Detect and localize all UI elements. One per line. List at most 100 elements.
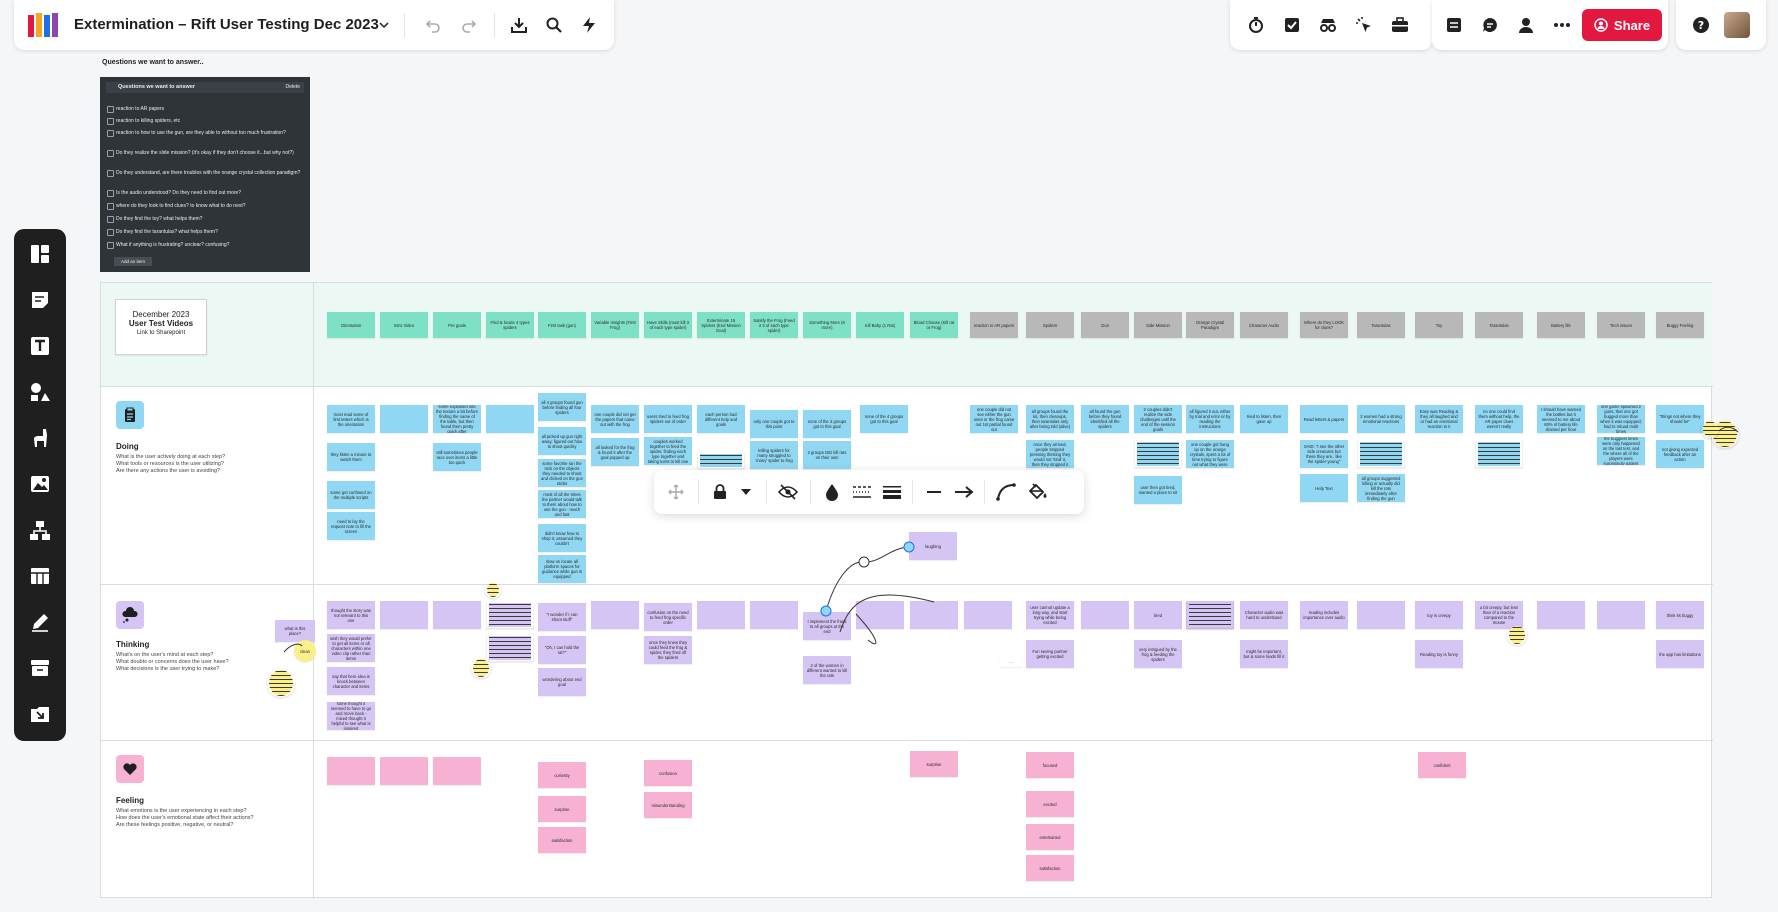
thinking-note[interactable]: clean xyxy=(294,640,316,662)
doing-note[interactable]: each person had different help and goals xyxy=(697,405,745,433)
step-card[interactable]: Battery life xyxy=(1537,312,1585,338)
feeling-note[interactable]: excited xyxy=(1026,791,1074,817)
step-card[interactable]: Toy xyxy=(1415,312,1463,338)
reaction-dot[interactable] xyxy=(1710,419,1740,449)
line-style-icon[interactable] xyxy=(850,480,874,504)
step-card[interactable]: Gun xyxy=(1081,312,1129,338)
step-card[interactable]: Find & locate 4 types spiders xyxy=(486,312,534,338)
thinking-note-blank[interactable] xyxy=(1537,601,1585,629)
thinking-note[interactable]: "Oh, I can hold the rat?" xyxy=(538,636,586,664)
doing-note[interactable]: not giving expected feedback after an ac… xyxy=(1656,440,1704,468)
step-card[interactable]: Tech issues xyxy=(1597,312,1645,338)
thinking-note[interactable]: wondering about end goal xyxy=(538,668,586,696)
doing-note-blank[interactable] xyxy=(486,405,534,433)
checklist-item[interactable]: reaction to AR papers xyxy=(106,106,304,113)
feeling-note[interactable]: confident xyxy=(1418,752,1466,778)
doing-note[interactable]: all 4 groups found gun before finding al… xyxy=(538,393,586,421)
doing-note[interactable]: still sometimes people race over items a… xyxy=(433,443,481,471)
thinking-note-blank[interactable] xyxy=(750,601,798,629)
doing-note-collapsed[interactable] xyxy=(1475,440,1523,468)
user-avatar[interactable] xyxy=(1724,12,1750,38)
feeling-note[interactable]: entertained xyxy=(1026,824,1074,850)
doing-note[interactable]: Read letters & papers xyxy=(1300,405,1348,433)
thinking-note[interactable]: reading includes importance over audio xyxy=(1300,601,1348,629)
feeling-note-blank[interactable] xyxy=(380,757,428,785)
thinking-note[interactable]: Character audio was hard to understand xyxy=(1240,601,1288,629)
board-list-icon[interactable] xyxy=(1442,13,1466,37)
reaction-dot[interactable] xyxy=(1700,419,1720,439)
thinking-note[interactable]: Reading toy is funny xyxy=(1415,640,1463,668)
header-card-link[interactable]: Link to Sharepoint xyxy=(136,330,186,336)
thinking-note[interactable]: a bit creepy, but less than of a reactio… xyxy=(1475,601,1523,629)
checklist-item[interactable]: Do they find the tarantulas? what helps … xyxy=(106,229,304,236)
checklist-delete-button[interactable]: Delete xyxy=(285,84,300,90)
undo-icon[interactable] xyxy=(421,13,445,37)
thinking-note[interactable]: laughing xyxy=(909,532,957,560)
step-card[interactable]: Tarantulas xyxy=(1357,312,1405,338)
archive-icon[interactable] xyxy=(27,655,53,681)
step-card[interactable]: First task (gun) xyxy=(538,312,586,338)
thinking-note-blank[interactable] xyxy=(433,601,481,629)
curved-connector-icon[interactable] xyxy=(994,480,1018,504)
import-icon[interactable] xyxy=(27,701,53,727)
feeling-note[interactable]: satisfaction xyxy=(538,827,586,853)
share-button[interactable]: Share xyxy=(1582,9,1662,41)
lightning-icon[interactable] xyxy=(577,13,601,37)
feeling-note[interactable]: surprise xyxy=(910,751,958,777)
doing-note[interactable]: I should have warned the bottles but it … xyxy=(1537,405,1585,433)
thinking-note[interactable]: 2 of the women in different wanted to ki… xyxy=(803,656,851,684)
thinking-note-collapsed[interactable] xyxy=(1186,601,1234,629)
step-card[interactable]: Tarantulas xyxy=(1475,312,1523,338)
more-options-icon[interactable] xyxy=(1550,13,1574,37)
thinking-note[interactable]: might be important, but & some loads fil… xyxy=(1240,640,1288,668)
feeling-note-blank[interactable] xyxy=(433,757,481,785)
doing-note[interactable]: didn't know how to shop it, assumed they… xyxy=(538,524,586,552)
doing-note[interactable]: some favorite ran the trick on the objec… xyxy=(538,459,586,487)
download-icon[interactable] xyxy=(507,13,531,37)
lock-icon[interactable] xyxy=(708,480,732,504)
header-card[interactable]: December 2023 User Test Videos Link to S… xyxy=(115,299,207,355)
doing-note[interactable]: one game spawned 2 guns, that one got bu… xyxy=(1597,405,1645,433)
doing-note-collapsed[interactable] xyxy=(1357,440,1405,468)
doing-note[interactable]: none of the 4 groups got to this goal xyxy=(860,405,908,433)
private-mode-icon[interactable] xyxy=(1316,13,1340,37)
reaction-dot[interactable] xyxy=(470,657,492,679)
visibility-icon[interactable] xyxy=(776,480,800,504)
checkbox-icon[interactable] xyxy=(1280,13,1304,37)
checklist-item[interactable]: Do they find the toy? what helps them? xyxy=(106,216,304,223)
doing-note[interactable]: tried to listen, then gave up xyxy=(1240,405,1288,433)
toolbox-icon[interactable] xyxy=(1388,13,1412,37)
doing-note[interactable]: most read some of first letters which is… xyxy=(327,405,375,433)
feeling-note-blank[interactable] xyxy=(327,757,375,785)
thinking-note[interactable]: the app has limitations xyxy=(1656,640,1704,668)
doing-note[interactable]: none of the 4 groups got to this goal xyxy=(803,410,851,438)
thinking-note[interactable]: what is this place? xyxy=(275,620,315,642)
reaction-dot[interactable] xyxy=(484,581,502,599)
mind-map-icon[interactable] xyxy=(27,517,53,543)
arrow-end-icon[interactable] xyxy=(952,480,976,504)
thinking-note-blank[interactable] xyxy=(1357,601,1405,629)
step-card[interactable]: Variable Insights (First Frog) xyxy=(591,312,639,338)
thinking-note-blank[interactable] xyxy=(1081,601,1129,629)
doing-note[interactable]: only one couple got to this point xyxy=(750,410,798,438)
step-card[interactable]: Where do they LOOK for clues? xyxy=(1300,312,1348,338)
move-icon[interactable] xyxy=(664,480,688,504)
thinking-note[interactable]: ... xyxy=(1000,655,1022,667)
doing-note[interactable]: Easy was Reading & they all laughed and … xyxy=(1415,405,1463,433)
checklist-item[interactable]: reaction to how to use the gun, are they… xyxy=(106,130,304,137)
pen-icon[interactable] xyxy=(27,609,53,635)
step-card[interactable]: Intro Video xyxy=(380,312,428,338)
thinking-note-blank[interactable] xyxy=(697,601,745,629)
doing-note[interactable]: all figured it out, either by trial and … xyxy=(1186,405,1234,433)
checklist-item[interactable]: Do they understand, are there troubles w… xyxy=(106,170,304,177)
feeling-note[interactable]: focused xyxy=(1026,752,1074,778)
redo-icon[interactable] xyxy=(457,13,481,37)
add-item-button[interactable]: Add an item xyxy=(114,257,152,266)
doing-note[interactable]: some explained into the texture a bit be… xyxy=(433,405,481,433)
thinking-note[interactable]: thought the story was not relevant to th… xyxy=(327,601,375,629)
thinking-note[interactable]: "I wonder if I can shoot stuff" xyxy=(538,603,586,631)
thinking-note-blank[interactable] xyxy=(591,601,639,629)
document-title[interactable]: Extermination – Rift User Testing Dec 20… xyxy=(74,16,379,33)
line-start-icon[interactable] xyxy=(922,480,946,504)
questions-checklist[interactable]: Questions we want to answer Delete react… xyxy=(100,77,310,272)
